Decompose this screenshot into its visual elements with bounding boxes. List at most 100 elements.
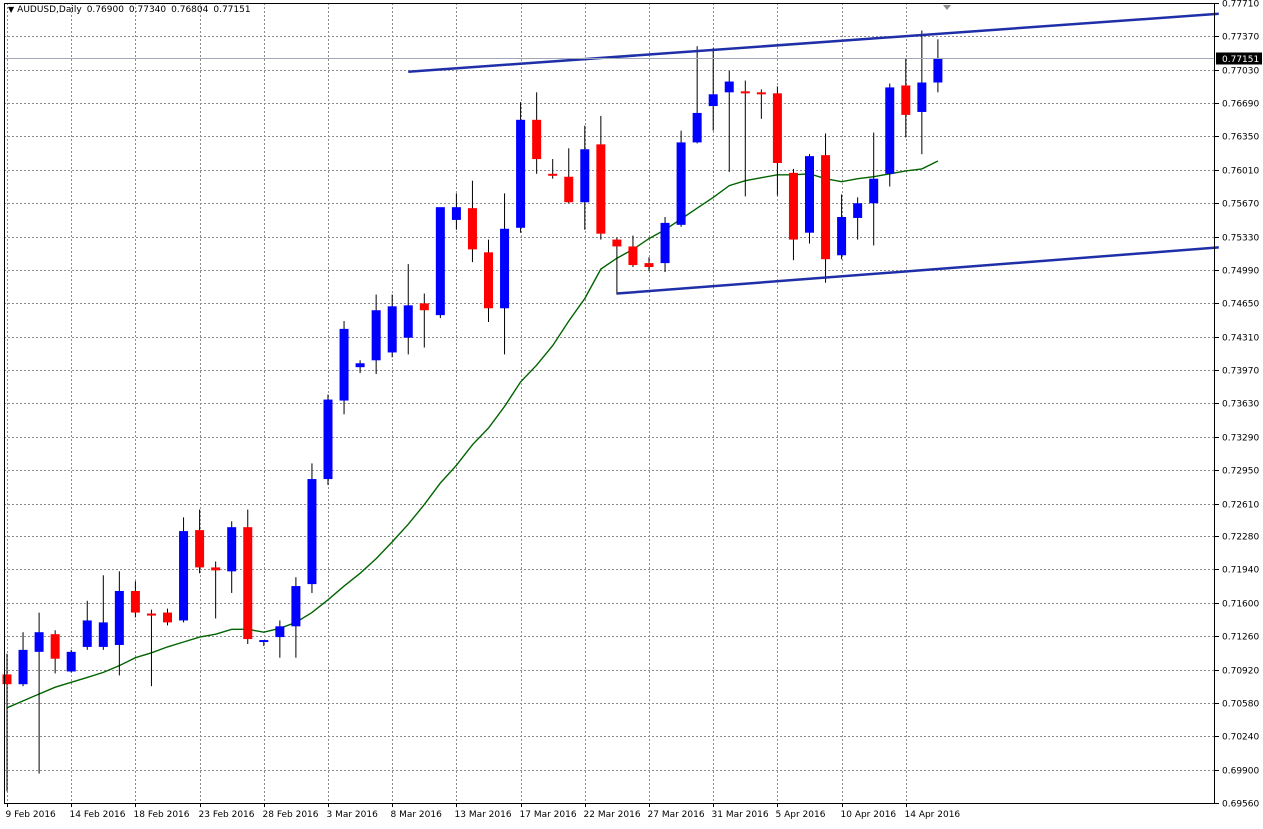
candle [387,294,397,358]
candle-body [2,674,12,685]
price-tick-label: 0.74650 [1222,300,1259,310]
time-tick-label: 17 Mar 2016 [520,810,577,820]
plot-border [4,3,1215,804]
candles-layer [2,30,943,792]
current-price-tag [1216,52,1262,65]
candle [451,193,461,230]
candle [130,581,140,618]
time-tick-label: 8 Mar 2016 [391,810,443,820]
time-tick-label: 9 Feb 2016 [6,810,57,820]
candle-body [50,634,60,659]
candle-body [34,632,44,652]
candle [837,194,847,260]
candle [612,237,622,295]
symbol-label: AUDUSD,Daily [17,5,82,15]
candle-body [628,246,638,266]
candle-body [163,612,172,623]
candle [355,360,365,374]
grid-lines [4,3,1215,803]
close-value: 0.77151 [213,5,251,15]
price-tick-label: 0.73290 [1222,434,1259,444]
time-tick-label: 14 Apr 2016 [905,810,961,820]
candle [917,30,927,155]
time-axis: 9 Feb 2016 14 Feb 2016 18 Feb 2016 23 Feb 2… [6,803,961,820]
candle [2,653,12,792]
price-tick-label: 0.73630 [1222,400,1259,410]
candle-body [532,119,542,160]
candle-body [772,93,782,163]
price-tick-label: 0.74990 [1222,267,1259,277]
price-tick-label: 0.70240 [1222,733,1259,743]
candle [243,509,253,644]
candle-body [291,586,301,627]
candle [435,207,445,319]
candle-body [227,527,237,572]
candle [275,620,285,658]
price-tick-label: 0.77710 [1222,0,1259,10]
time-tick-label: 22 Mar 2016 [584,810,641,820]
candle-body [869,178,879,204]
candle [692,46,702,144]
candle-body [933,57,943,83]
triangle-down-icon[interactable]: ▼ [8,5,15,14]
price-tick-label: 0.72610 [1222,501,1259,511]
candle-body [740,91,750,94]
candle [660,216,670,272]
candle [869,132,879,246]
candle [676,130,686,227]
candle [500,193,510,355]
candle-body [788,172,798,240]
time-tick-label: 3 Mar 2016 [327,810,379,820]
candle [467,180,477,263]
time-tick-label: 5 Apr 2016 [776,810,826,820]
price-axis: 0.77710 0.77370 0.77030 0.76690 0.76350 0.760… [1215,0,1262,810]
candle [580,125,590,230]
candle [756,89,766,119]
candle [307,463,317,593]
candle-body [419,303,429,311]
price-tick-label: 0.77370 [1222,33,1259,43]
candle-body [355,363,365,368]
time-tick-label: 10 Apr 2016 [841,810,897,820]
candle-body [901,85,911,115]
candle-body [548,173,558,176]
time-tick-label: 13 Mar 2016 [455,810,512,820]
candle-body [885,87,895,174]
candle [532,92,542,174]
price-tick-label: 0.71600 [1222,600,1259,610]
candle [708,48,718,131]
price-tick-label: 0.71940 [1222,566,1259,576]
price-tick-label: 0.76010 [1222,167,1259,177]
candle-body [259,640,269,643]
price-tick-label: 0.71260 [1222,633,1259,643]
candle-body [516,119,526,228]
candle [548,159,558,179]
time-tick-label: 27 Mar 2016 [648,810,705,820]
candle-body [756,92,766,95]
candle [195,509,205,574]
candle-body [612,239,622,247]
candle-body [805,156,814,233]
candle-body [484,252,493,309]
candle-body [371,310,381,361]
candle-body [387,306,397,353]
candle [82,600,92,650]
candle-body [339,328,349,401]
candle [740,80,750,197]
candle [644,257,654,271]
time-tick-label: 18 Feb 2016 [134,810,190,820]
price-tick-label: 0.73970 [1222,367,1259,377]
candle [516,102,526,233]
candle [34,612,44,774]
candle [724,70,734,172]
candle [628,235,638,268]
candle [788,168,798,261]
candle [853,197,863,240]
candle-body [211,567,221,571]
price-tick-label: 0.70920 [1222,667,1259,677]
time-tick-label: 28 Feb 2016 [263,810,319,820]
chart-header: ▼ AUDUSD,Daily 0.76900 0.77340 0.76804 0… [8,5,256,15]
price-tick-label: 0.70580 [1222,700,1259,710]
